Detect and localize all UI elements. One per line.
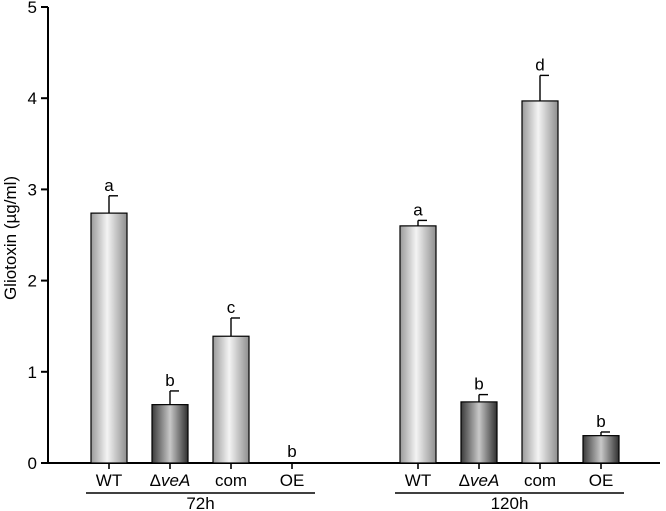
y-axis-label: Gliotoxin (µg/ml)	[1, 176, 20, 300]
significance-letter: b	[287, 442, 296, 461]
group-label: 72h	[186, 494, 214, 511]
significance-letter: d	[535, 55, 544, 74]
significance-letter: b	[474, 375, 483, 394]
bars: a b c b a b d b	[90, 55, 620, 464]
category-labels: WT ΔveA com OE 72h WT ΔveA com OE 120h	[86, 471, 624, 511]
significance-letter: b	[596, 412, 605, 431]
category-label: OE	[589, 471, 614, 490]
bar	[399, 225, 437, 464]
significance-letter: a	[104, 176, 114, 195]
category-label: ΔveA	[150, 471, 191, 490]
significance-letter: c	[227, 298, 236, 317]
bar	[460, 401, 498, 464]
bar	[521, 100, 559, 464]
category-label: com	[524, 471, 556, 490]
y-axis: 0 1 2 3 4 5	[28, 0, 49, 473]
bar	[90, 212, 128, 464]
significance-letter: b	[165, 371, 174, 390]
category-label: OE	[280, 471, 305, 490]
category-label: WT	[405, 471, 431, 490]
bar	[151, 404, 189, 464]
category-label: ΔveA	[459, 471, 500, 490]
y-tick-label: 2	[28, 272, 37, 291]
category-label: com	[215, 471, 247, 490]
bar	[212, 335, 250, 464]
bar	[582, 435, 620, 464]
significance-letter: a	[413, 200, 423, 219]
y-tick-label: 0	[28, 454, 37, 473]
y-tick-label: 3	[28, 180, 37, 199]
category-label: WT	[96, 471, 122, 490]
y-tick-label: 4	[28, 89, 37, 108]
y-tick-label: 5	[28, 0, 37, 17]
y-tick-label: 1	[28, 363, 37, 382]
x-axis	[48, 462, 660, 469]
group-label: 120h	[491, 494, 529, 511]
